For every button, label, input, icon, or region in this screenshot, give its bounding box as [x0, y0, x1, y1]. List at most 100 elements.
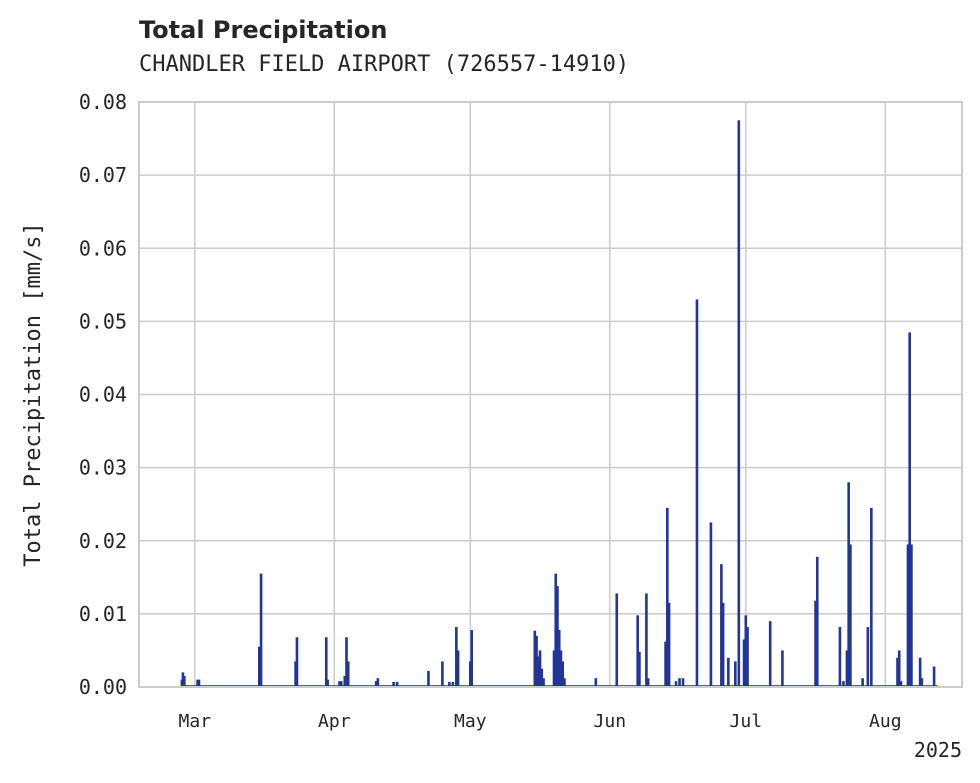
precipitation-bar — [768, 621, 772, 687]
precipitation-bar — [338, 681, 341, 687]
precipitation-bar — [681, 678, 685, 687]
precipitation-bar — [540, 668, 544, 687]
plot-frame — [138, 101, 963, 688]
precipitation-bar — [542, 678, 545, 687]
precipitation-bar — [727, 657, 730, 687]
precipitation-bar — [721, 602, 725, 687]
precipitation-bar — [781, 650, 784, 687]
precipitation-bar — [737, 120, 741, 687]
y-axis-ticks: 0.00 0.01 0.02 0.03 0.04 0.05 0.06 0.07 0.08 — [79, 90, 127, 699]
precipitation-bar — [536, 656, 540, 687]
precipitation-bar — [815, 556, 819, 687]
precipitation-bar — [664, 641, 667, 687]
precipitation-bar — [196, 679, 199, 687]
precipitation-bar — [746, 627, 749, 687]
precipitation-bar — [814, 600, 817, 687]
precipitation-bar — [538, 650, 542, 687]
precipitation-bar — [346, 661, 350, 687]
precipitation-bar — [838, 627, 842, 687]
precipitation-bar — [427, 670, 430, 687]
x-axis-year-label: 2025 — [914, 738, 962, 762]
precipitation-bar — [392, 681, 395, 687]
precipitation-bar — [324, 637, 328, 687]
precipitation-bar — [295, 637, 299, 687]
y-tick-label: 0.02 — [79, 529, 127, 553]
precipitation-bar — [636, 615, 639, 687]
y-tick-label: 0.03 — [79, 456, 127, 480]
precipitation-bar — [197, 679, 201, 687]
precipitation-bar — [709, 522, 713, 687]
x-tick-label: Jul — [730, 711, 763, 732]
y-tick-label: 0.07 — [79, 163, 127, 187]
precipitation-bar — [744, 615, 748, 687]
y-tick-label: 0.01 — [79, 602, 127, 626]
precipitation-bar — [899, 681, 903, 687]
precipitation-bar — [441, 661, 444, 687]
precipitation-bar — [742, 639, 746, 687]
precipitation-bar — [557, 629, 561, 687]
precipitation-bar — [906, 544, 910, 687]
y-tick-label: 0.00 — [79, 675, 127, 699]
precipitation-bar — [455, 627, 458, 687]
precipitation-bar — [376, 678, 380, 687]
precipitation-bar — [456, 650, 460, 687]
precipitation-bar — [326, 679, 329, 687]
precipitation-bar — [896, 657, 899, 687]
precipitation-bar — [294, 661, 297, 687]
precipitation-bar — [861, 678, 864, 687]
precipitation-bar — [556, 586, 559, 687]
precipitation-bar — [638, 651, 641, 687]
precipitation-bar — [561, 661, 565, 687]
precipitation-bar — [918, 657, 922, 687]
grid-lines — [139, 101, 962, 688]
precipitation-bar — [395, 681, 399, 687]
precipitation-bar — [451, 681, 455, 687]
precipitation-bar — [559, 650, 563, 687]
precipitation-bar — [594, 678, 598, 687]
precipitation-bar — [866, 627, 870, 687]
precipitation-bar — [870, 507, 873, 687]
precipitation-bar — [720, 564, 723, 687]
precipitation-bar — [259, 573, 263, 687]
precipitation-bar — [695, 299, 699, 687]
precipitation-bar — [448, 681, 451, 687]
precipitation-bar — [563, 678, 566, 687]
precipitation-bar — [535, 635, 538, 687]
y-tick-label: 0.08 — [79, 90, 127, 114]
precipitation-bar — [533, 630, 537, 687]
precipitation-bar — [468, 661, 472, 687]
precipitation-bar — [470, 629, 473, 687]
chart-subtitle: CHANDLER FIELD AIRPORT (726557-14910) — [139, 52, 630, 77]
x-axis-ticks: Mar Apr May Jun Jul Aug — [179, 711, 902, 732]
precipitation-bar — [181, 672, 185, 687]
precipitation-bar — [674, 681, 678, 687]
y-axis-label: Total Precipitation [mm/s] — [21, 222, 46, 566]
precipitation-bar — [845, 650, 849, 687]
x-tick-label: Mar — [179, 711, 212, 732]
precipitation-bar — [849, 544, 852, 687]
precipitation-bar — [932, 666, 936, 687]
precipitation-bar — [897, 650, 901, 687]
precipitation-bar — [554, 573, 558, 687]
precipitation-bar — [667, 602, 671, 687]
precipitation-bar — [646, 678, 650, 687]
precipitation-bar — [339, 681, 343, 687]
precipitation-bar — [258, 646, 261, 687]
precipitation-bar — [666, 507, 669, 687]
precipitation-bar — [615, 593, 619, 687]
y-tick-label: 0.04 — [79, 383, 127, 407]
precipitation-bar — [345, 637, 348, 687]
precipitation-bar — [552, 650, 556, 687]
precipitation-bar — [847, 482, 850, 687]
precipitation-bar — [734, 661, 737, 687]
precipitation-bar — [920, 678, 924, 687]
precipitation-bar — [374, 681, 378, 687]
precipitation-bar — [645, 593, 648, 687]
precipitation-bar — [908, 332, 911, 687]
precipitation-bar — [910, 544, 913, 687]
x-tick-label: Jun — [594, 711, 627, 732]
precipitation-bar — [343, 676, 347, 687]
chart-title: Total Precipitation — [139, 16, 388, 44]
y-tick-label: 0.06 — [79, 236, 127, 260]
